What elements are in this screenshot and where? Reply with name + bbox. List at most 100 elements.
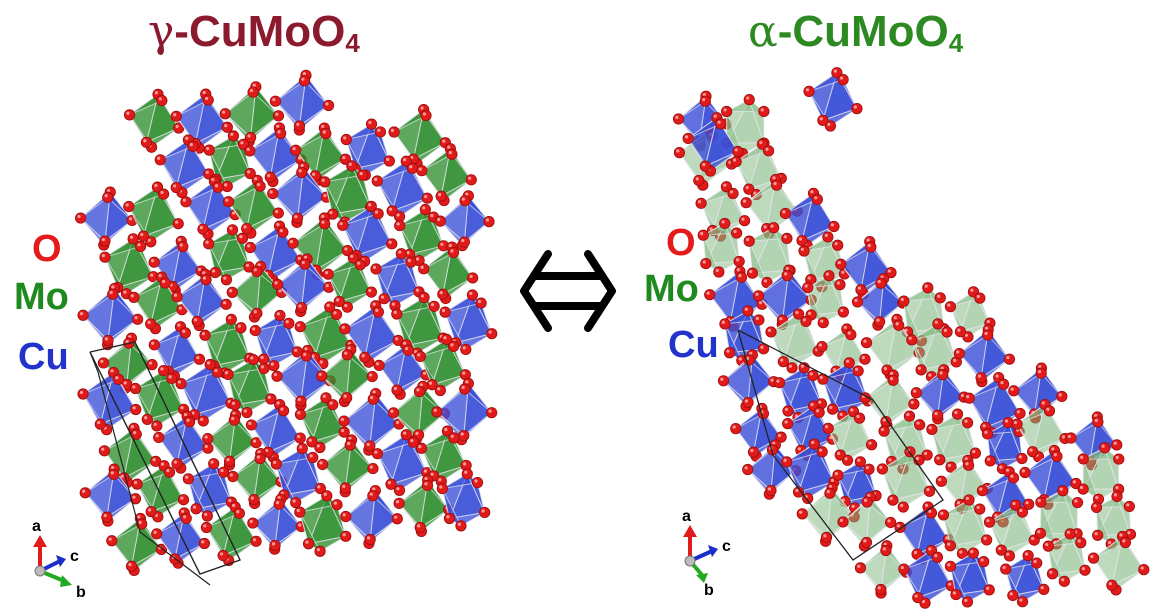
oxygen-atom [953, 347, 965, 360]
oxygen-atom [732, 145, 744, 158]
oxygen-atom [963, 392, 975, 404]
oxygen-atom [937, 369, 949, 381]
oxygen-atom [357, 169, 369, 181]
oxygen-atom [944, 560, 957, 572]
oxygen-atom [935, 475, 947, 487]
polyhedron [1090, 490, 1137, 550]
oxygen-atom [865, 439, 878, 451]
oxygen-atom [228, 414, 240, 426]
oxygen-atom [338, 426, 350, 438]
oxygen-atom [367, 462, 379, 475]
oxygen-atom [97, 357, 110, 369]
oxygen-atom [981, 534, 993, 546]
oxygen-atom [832, 469, 844, 481]
oxygen-atom [721, 105, 733, 118]
oxygen-atom [170, 110, 182, 122]
oxygen-atom [247, 517, 259, 529]
polyhedron [249, 309, 303, 372]
oxygen-atom [439, 306, 451, 318]
oxygen-atom [779, 207, 792, 220]
oxygen-atom [738, 215, 751, 227]
oxygen-atom [1000, 563, 1012, 575]
oxygen-atom [763, 145, 775, 157]
oxygen-atom [157, 364, 170, 377]
polyhedron [151, 507, 210, 569]
oxygen-atom [781, 456, 793, 468]
polyhedron [322, 252, 377, 313]
oxygen-atom [853, 412, 866, 424]
oxygen-atom [346, 160, 358, 172]
oxygen-atom [137, 230, 149, 242]
oxygen-atom [723, 347, 736, 359]
polyhedron [270, 442, 327, 509]
oxygen-atom [1008, 385, 1020, 397]
oxygen-atom [475, 297, 487, 309]
polyhedron [773, 362, 827, 424]
oxygen-atom [74, 212, 87, 224]
oxygen-atom [372, 208, 384, 220]
oxygen-atom [134, 240, 147, 252]
oxygen-atom [145, 318, 157, 330]
polyhedron [1065, 411, 1123, 471]
polyhedron [1034, 485, 1084, 550]
oxygen-atom [418, 263, 430, 275]
polyhedron [765, 308, 824, 374]
oxygen-atom [386, 238, 398, 250]
polyhedron [415, 425, 472, 487]
oxygen-atom [743, 235, 755, 247]
oxygen-atom [203, 144, 215, 156]
oxygen-atom [458, 236, 470, 248]
oxygen-atom [860, 536, 873, 549]
oxygen-atom [834, 449, 846, 461]
oxygen-atom [290, 144, 302, 156]
oxygen-atom [344, 439, 356, 451]
oxygen-atom [458, 429, 470, 442]
oxygen-atom [845, 329, 857, 341]
oxygen-atom [170, 181, 182, 194]
oxygen-atom [974, 503, 986, 515]
oxygen-atom [300, 350, 312, 362]
polyhedron [294, 301, 357, 370]
oxygen-atom [428, 300, 440, 312]
oxygen-atom [199, 329, 211, 341]
oxygen-atom [226, 224, 239, 236]
oxygen-atom [1016, 596, 1029, 608]
oxygen-atom [157, 188, 170, 200]
oxygen-atom [1042, 540, 1054, 552]
oxygen-atom [1092, 416, 1104, 428]
oxygen-atom [290, 496, 302, 509]
oxygen-atom [244, 145, 256, 157]
oxygen-atom [151, 420, 163, 432]
oxygen-atom [202, 94, 214, 106]
oxygen-atom [747, 446, 760, 458]
oxygen-atom [277, 226, 289, 238]
oxygen-atom [370, 263, 382, 275]
oxygen-atom [108, 468, 120, 481]
oxygen-atom [209, 266, 221, 279]
polyhedron [319, 160, 377, 228]
oxygen-atom [339, 482, 351, 494]
oxygen-atom [220, 274, 233, 286]
oxygen-atom [752, 290, 765, 302]
oxygen-atom [817, 114, 829, 126]
polyhedron [418, 241, 479, 305]
oxygen-atom [371, 175, 383, 187]
oxygen-atom [79, 487, 91, 499]
oxygen-atom [418, 291, 430, 304]
oxygen-atom [247, 353, 259, 366]
polyhedron [148, 235, 207, 297]
oxygen-atom [719, 217, 731, 230]
polyhedron [99, 233, 159, 300]
polyhedron [222, 353, 277, 419]
oxygen-atom [875, 583, 887, 596]
polyhedron [203, 224, 255, 286]
polyhedron [340, 484, 403, 550]
polyhedron [202, 409, 262, 471]
oxygen-atom [254, 180, 266, 192]
oxygen-atom [1034, 527, 1047, 539]
oxygen-atom [1016, 506, 1029, 518]
oxygen-atom [944, 301, 957, 313]
oxygen-atom [340, 530, 352, 542]
oxygen-atom [316, 370, 328, 382]
oxygen-atom [1138, 564, 1150, 576]
